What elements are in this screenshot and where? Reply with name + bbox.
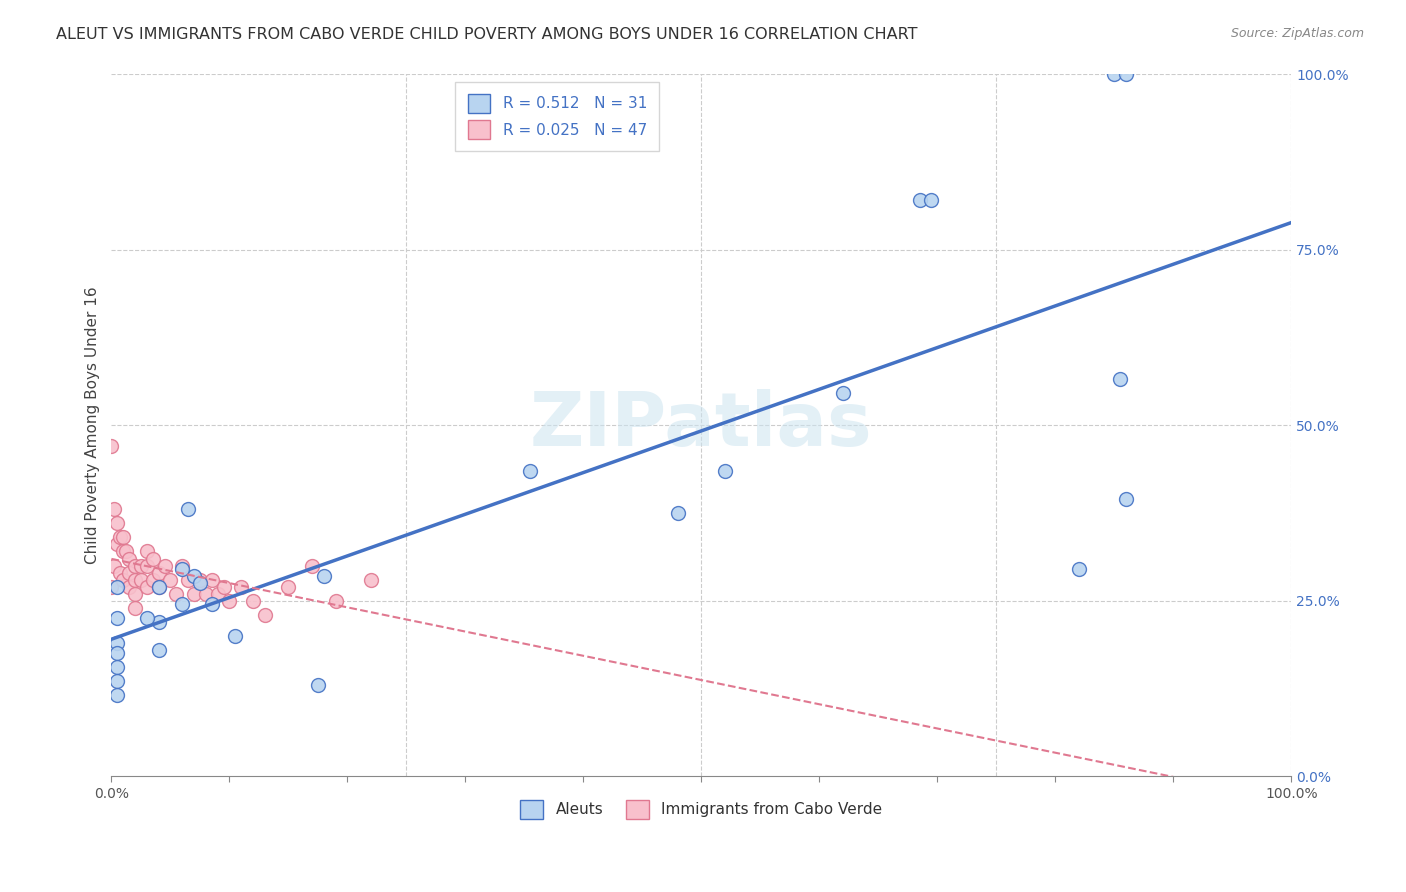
Point bbox=[325, 593, 347, 607]
Point bbox=[301, 558, 323, 573]
Point bbox=[242, 593, 264, 607]
Point bbox=[108, 531, 131, 545]
Point bbox=[105, 580, 128, 594]
Point bbox=[142, 551, 165, 566]
Point bbox=[105, 636, 128, 650]
Point bbox=[135, 611, 157, 625]
Point bbox=[201, 597, 224, 611]
Point bbox=[714, 464, 737, 478]
Point bbox=[172, 558, 194, 573]
Point bbox=[153, 558, 176, 573]
Point bbox=[148, 566, 170, 580]
Point bbox=[159, 573, 181, 587]
Legend: Aleuts, Immigrants from Cabo Verde: Aleuts, Immigrants from Cabo Verde bbox=[515, 794, 889, 825]
Point bbox=[1115, 67, 1137, 81]
Point bbox=[108, 566, 131, 580]
Point bbox=[124, 586, 146, 600]
Point bbox=[172, 597, 194, 611]
Point bbox=[129, 573, 152, 587]
Point bbox=[105, 674, 128, 689]
Point bbox=[1104, 67, 1126, 81]
Point bbox=[114, 544, 136, 558]
Point bbox=[103, 502, 125, 516]
Point bbox=[142, 573, 165, 587]
Point bbox=[832, 386, 855, 401]
Point bbox=[118, 551, 141, 566]
Point bbox=[188, 573, 211, 587]
Point bbox=[207, 586, 229, 600]
Point bbox=[105, 689, 128, 703]
Point bbox=[307, 678, 329, 692]
Text: Source: ZipAtlas.com: Source: ZipAtlas.com bbox=[1230, 27, 1364, 40]
Point bbox=[277, 580, 299, 594]
Point bbox=[177, 573, 200, 587]
Text: ZIPatlas: ZIPatlas bbox=[530, 389, 873, 461]
Point bbox=[231, 580, 253, 594]
Point bbox=[183, 586, 205, 600]
Point bbox=[177, 502, 200, 516]
Point bbox=[103, 558, 125, 573]
Point bbox=[165, 586, 187, 600]
Point bbox=[135, 544, 157, 558]
Point bbox=[118, 566, 141, 580]
Point bbox=[124, 573, 146, 587]
Point bbox=[666, 506, 689, 520]
Point bbox=[129, 558, 152, 573]
Point bbox=[212, 580, 235, 594]
Point bbox=[112, 573, 135, 587]
Point bbox=[224, 629, 246, 643]
Text: ALEUT VS IMMIGRANTS FROM CABO VERDE CHILD POVERTY AMONG BOYS UNDER 16 CORRELATIO: ALEUT VS IMMIGRANTS FROM CABO VERDE CHIL… bbox=[56, 27, 918, 42]
Point bbox=[1109, 372, 1132, 386]
Point bbox=[194, 586, 217, 600]
Point bbox=[105, 611, 128, 625]
Point bbox=[188, 576, 211, 591]
Point bbox=[201, 573, 224, 587]
Point bbox=[908, 194, 931, 208]
Point bbox=[112, 531, 135, 545]
Point bbox=[360, 573, 382, 587]
Point bbox=[100, 580, 122, 594]
Y-axis label: Child Poverty Among Boys Under 16: Child Poverty Among Boys Under 16 bbox=[86, 286, 100, 564]
Point bbox=[135, 558, 157, 573]
Point bbox=[253, 607, 276, 622]
Point bbox=[148, 615, 170, 629]
Point bbox=[135, 580, 157, 594]
Point bbox=[172, 562, 194, 576]
Point bbox=[148, 642, 170, 657]
Point bbox=[105, 660, 128, 674]
Point bbox=[519, 464, 541, 478]
Point bbox=[218, 593, 240, 607]
Point bbox=[118, 580, 141, 594]
Point bbox=[183, 569, 205, 583]
Point bbox=[112, 544, 135, 558]
Point bbox=[312, 569, 335, 583]
Point bbox=[148, 580, 170, 594]
Point bbox=[124, 558, 146, 573]
Point bbox=[1115, 491, 1137, 506]
Point bbox=[105, 516, 128, 531]
Point bbox=[124, 600, 146, 615]
Point bbox=[100, 439, 122, 453]
Point bbox=[105, 537, 128, 551]
Point bbox=[105, 646, 128, 660]
Point bbox=[920, 194, 942, 208]
Point bbox=[148, 580, 170, 594]
Point bbox=[1067, 562, 1090, 576]
